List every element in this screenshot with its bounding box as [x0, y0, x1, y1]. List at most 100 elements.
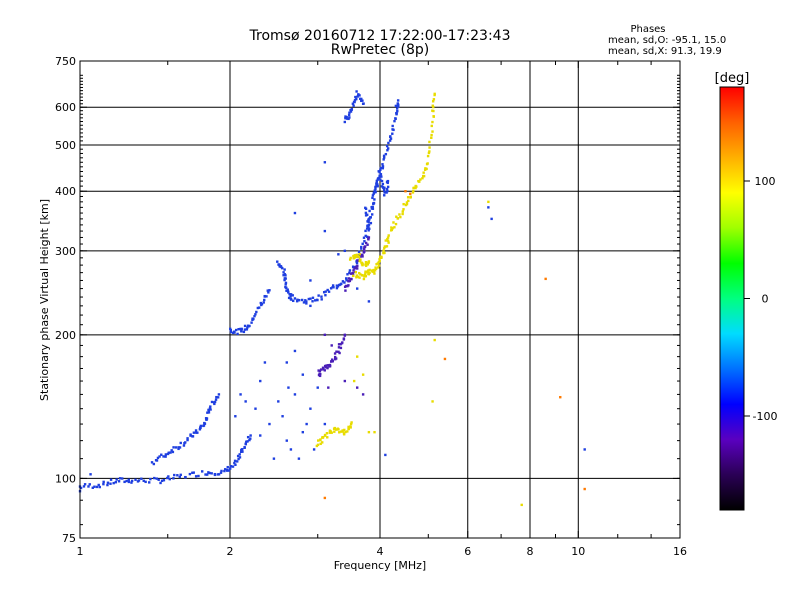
data-point — [207, 408, 210, 412]
data-point — [415, 185, 418, 188]
data-point — [348, 116, 351, 119]
data-point — [216, 396, 220, 399]
data-point — [276, 260, 279, 263]
data-point — [186, 437, 189, 440]
data-point — [380, 185, 384, 188]
data-point — [347, 277, 351, 280]
data-point — [316, 386, 319, 389]
data-point — [422, 171, 425, 174]
data-point — [268, 422, 271, 426]
y-axis-label: Stationary phase Virtual Height [km] — [38, 199, 51, 401]
data-point — [346, 430, 349, 433]
data-point — [361, 102, 365, 105]
data-point — [262, 301, 265, 304]
data-point — [316, 298, 319, 302]
data-points — [78, 90, 586, 507]
data-point — [267, 291, 270, 294]
data-point — [188, 472, 192, 476]
data-point — [206, 411, 209, 414]
data-point — [382, 249, 385, 252]
data-point — [386, 189, 389, 193]
x-tick-label: 6 — [464, 545, 471, 558]
data-point — [324, 366, 327, 369]
data-point — [367, 236, 371, 239]
data-point — [243, 328, 247, 331]
data-point — [342, 338, 346, 341]
data-point — [366, 235, 369, 239]
data-point — [390, 228, 394, 231]
data-point — [343, 428, 346, 432]
y-tick-label: 750 — [55, 55, 76, 68]
data-point — [244, 400, 247, 403]
data-point — [217, 393, 221, 396]
data-point — [327, 364, 330, 367]
data-point — [353, 98, 357, 102]
data-point — [201, 470, 204, 473]
data-point — [344, 115, 347, 118]
data-point — [283, 277, 286, 280]
data-point — [335, 350, 338, 353]
data-point — [356, 259, 359, 262]
data-point — [134, 478, 137, 481]
data-point — [114, 481, 118, 484]
data-point — [363, 247, 366, 251]
data-point — [233, 330, 236, 333]
data-point — [366, 220, 369, 223]
data-point — [309, 279, 312, 282]
data-point — [106, 481, 110, 484]
data-point — [102, 482, 105, 486]
data-point — [115, 478, 118, 481]
data-point — [393, 119, 396, 123]
data-point — [378, 259, 381, 263]
data-point — [289, 297, 293, 301]
data-point — [367, 225, 370, 228]
data-point — [379, 173, 383, 176]
data-point — [234, 415, 237, 418]
data-point — [352, 274, 355, 278]
data-point — [227, 469, 231, 472]
data-point — [318, 369, 322, 373]
data-point — [368, 209, 371, 213]
data-point — [87, 485, 90, 488]
data-point — [293, 393, 297, 396]
data-point — [386, 147, 390, 150]
data-point — [330, 360, 333, 363]
data-point — [209, 405, 212, 408]
y-tick-label: 500 — [55, 139, 76, 152]
data-point — [142, 479, 145, 482]
data-point — [93, 485, 96, 488]
data-point — [350, 108, 353, 111]
data-point — [272, 457, 276, 460]
data-point — [356, 95, 359, 98]
data-point — [300, 298, 304, 302]
data-point — [282, 271, 285, 274]
data-point — [333, 355, 337, 359]
data-point — [344, 430, 347, 434]
data-point — [487, 206, 490, 209]
data-point — [354, 95, 357, 99]
data-point — [106, 483, 109, 487]
data-point — [361, 99, 364, 102]
data-point — [82, 485, 86, 488]
data-point — [236, 332, 239, 336]
data-point — [386, 185, 390, 189]
data-point — [210, 400, 214, 404]
data-point — [121, 477, 124, 480]
data-point — [363, 250, 366, 253]
data-point — [319, 368, 323, 371]
data-point — [356, 287, 359, 290]
data-point — [213, 402, 216, 406]
data-point — [207, 409, 211, 413]
data-point — [356, 386, 359, 389]
data-point — [368, 218, 371, 221]
data-point — [376, 184, 379, 187]
data-point — [358, 94, 361, 97]
data-point — [363, 275, 366, 278]
data-point — [362, 236, 366, 239]
x-tick-label: 16 — [673, 545, 687, 558]
data-point — [263, 295, 266, 298]
data-point — [347, 427, 350, 431]
data-point — [148, 481, 151, 484]
data-point — [392, 221, 395, 224]
